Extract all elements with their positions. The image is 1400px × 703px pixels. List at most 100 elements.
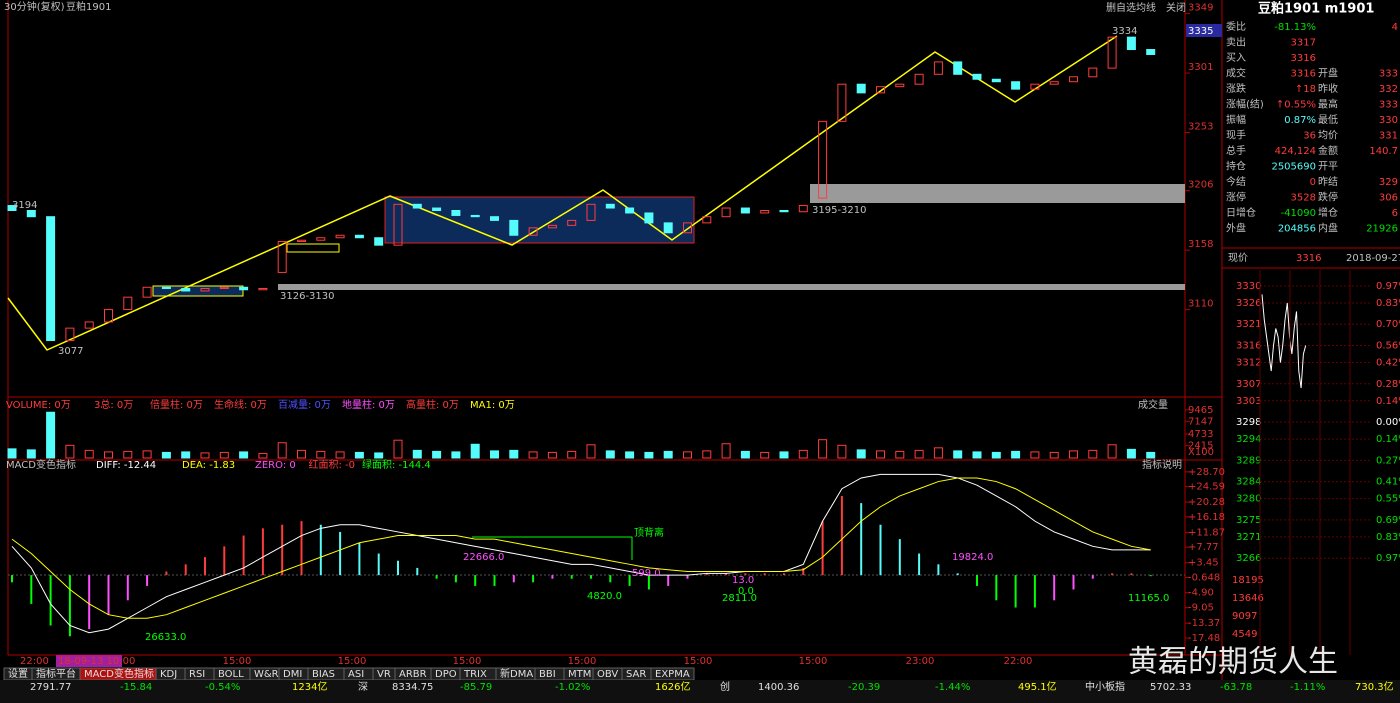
macd-annotation: 0.0 <box>738 586 754 597</box>
intraday-line <box>1261 294 1307 389</box>
volume-button[interactable]: 成交量 <box>1138 398 1168 411</box>
quote-value: ↑18 <box>1295 84 1316 95</box>
quote-label: 持仓 <box>1226 160 1246 173</box>
quote-label: 开平 <box>1318 162 1338 173</box>
macd-button[interactable]: 指标说明 <box>1142 458 1182 471</box>
tab-label[interactable]: 设置 <box>8 668 28 680</box>
header-button[interactable]: 关闭 <box>1166 1 1186 14</box>
candle <box>509 219 519 236</box>
y-tick-label: +7.77 <box>1188 542 1219 553</box>
mini-pct-label: 0.14% <box>1376 396 1400 407</box>
tab-label[interactable]: 新DMA <box>500 667 533 680</box>
tab-label[interactable]: ASI <box>348 669 364 680</box>
macd-annotation: 顶背离 <box>634 526 664 539</box>
candle <box>1146 49 1156 55</box>
quote-value: ↑0.55% <box>1276 100 1316 111</box>
status-item: 730.3亿 <box>1355 680 1394 693</box>
quote-value: 3316 <box>1291 69 1316 80</box>
mini-price-label: 3312 <box>1236 358 1261 369</box>
volume-bar <box>779 451 789 459</box>
tab-label[interactable]: KDJ <box>160 669 177 680</box>
mini-price-label: 3321 <box>1236 319 1261 330</box>
tab-label[interactable]: BOLL <box>218 669 244 680</box>
quote-label: 现手 <box>1226 129 1246 142</box>
candle <box>991 78 1001 83</box>
volume-bar <box>528 451 538 459</box>
candle <box>972 73 982 80</box>
tab-label[interactable]: SAR <box>626 669 646 680</box>
tab-label[interactable]: BBI <box>539 669 556 680</box>
mini-volume-label: 4549 <box>1232 629 1257 640</box>
mini-price-label: 3294 <box>1236 434 1261 445</box>
tab-label[interactable]: MACD变色指标 <box>84 667 154 680</box>
tab-label[interactable]: DPO <box>435 669 457 680</box>
candle <box>219 286 229 290</box>
mini-pct-label: 0.69% <box>1376 515 1400 526</box>
candle <box>779 210 789 213</box>
last-date: 2018-09-27, <box>1346 253 1400 264</box>
mini-pct-label: 0.27% <box>1376 455 1400 466</box>
candle <box>374 237 384 246</box>
mini-pct-label: 0.83% <box>1376 298 1400 309</box>
candle <box>663 222 673 234</box>
tab-label[interactable]: W&R <box>254 669 279 680</box>
tab-label[interactable]: OBV <box>597 669 618 680</box>
tab-label[interactable]: MTM <box>568 669 591 680</box>
volume-bar <box>798 449 808 459</box>
y-tick-label: -4.90 <box>1188 588 1214 599</box>
quote-label: 最低 <box>1318 113 1338 126</box>
tab-label[interactable]: VR <box>377 669 391 680</box>
tab-label[interactable]: EXPMA <box>655 669 690 680</box>
volume-bar <box>663 450 673 459</box>
quote-value: 331 <box>1379 131 1398 142</box>
y-tick-label: 4733 <box>1188 429 1213 440</box>
current-price: 3335 <box>1188 26 1213 37</box>
volume-bar <box>702 450 712 459</box>
mini-volume-label: 13646 <box>1232 593 1264 604</box>
volume-header: 3总: 0万 <box>94 398 133 411</box>
mini-pct-label: 0.97% <box>1376 281 1400 292</box>
candle <box>702 216 712 224</box>
candle <box>316 237 326 241</box>
quote-label: 增仓 <box>1318 206 1338 219</box>
y-tick-label: +11.87 <box>1188 527 1225 538</box>
volume-bar <box>335 451 345 459</box>
tab-label[interactable]: DMI <box>283 669 302 680</box>
volume-header: MA1: 0万 <box>470 400 515 411</box>
tab-label[interactable]: RSI <box>189 669 205 680</box>
y-tick-label: 9465 <box>1188 405 1213 416</box>
mini-price-label: 3271 <box>1236 532 1261 543</box>
macd-annotation: 4820.0 <box>587 591 622 602</box>
volume-bar <box>547 451 557 459</box>
candle <box>1011 81 1021 90</box>
candle <box>605 203 615 209</box>
candle <box>1107 36 1117 69</box>
y-tick-label: 3158 <box>1188 239 1213 250</box>
candle <box>1126 36 1136 51</box>
tab-label[interactable]: 指标平台 <box>36 667 76 680</box>
y-tick-label: +28.70 <box>1188 467 1225 478</box>
time-label: 23:00 <box>906 656 935 667</box>
status-item: 1400.36 <box>758 682 799 693</box>
status-item: 5702.33 <box>1150 682 1191 693</box>
mini-pct-label: 0.97% <box>1376 553 1400 564</box>
quote-value: 140.7 <box>1369 146 1398 157</box>
tab-label[interactable]: BIAS <box>312 669 335 680</box>
volume-bar <box>1069 450 1078 459</box>
tab-label[interactable]: TRIX <box>463 669 487 680</box>
header-button[interactable]: 均线 <box>1136 1 1156 14</box>
header-button[interactable]: 删自选 <box>1106 1 1136 14</box>
volume-bar <box>837 444 847 459</box>
quote-value: 330 <box>1379 115 1398 126</box>
candle <box>104 309 113 323</box>
mini-price-label: 3289 <box>1236 455 1261 466</box>
tab-label[interactable]: ARBR <box>399 669 427 680</box>
candle <box>181 288 191 292</box>
volume-header: 生命线: 0万 <box>214 398 267 411</box>
mini-pct-label: 0.41% <box>1376 477 1400 488</box>
quote-label: 总手 <box>1226 144 1246 157</box>
mini-pct-label: 0.42% <box>1376 358 1400 369</box>
y-tick-label: -0.648 <box>1188 572 1220 583</box>
volume-bar <box>605 450 615 459</box>
quote-value: 36 <box>1303 131 1316 142</box>
